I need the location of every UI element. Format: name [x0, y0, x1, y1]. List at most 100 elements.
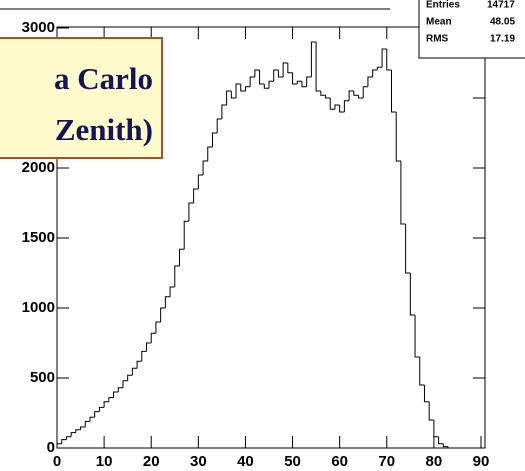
histogram-bin [65, 436, 72, 440]
histogram-bin [438, 436, 444, 445]
histogram-bin [202, 160, 208, 175]
histogram-bin [372, 69, 378, 77]
x-tick-label: 50 [284, 453, 301, 470]
histogram-bin [174, 265, 180, 287]
histogram-bin [339, 105, 345, 113]
x-tick-label: 40 [237, 453, 254, 470]
y-tick-label: 1500 [22, 229, 55, 246]
histogram-bin [94, 411, 100, 418]
histogram-bin [249, 76, 255, 87]
histogram-bin [273, 69, 279, 82]
x-tick-label: 10 [96, 453, 113, 470]
histogram-bin [358, 95, 364, 99]
histogram-bin [122, 380, 128, 388]
histogram-bin [376, 66, 383, 70]
histogram-bin [244, 86, 251, 91]
histogram-bin [193, 188, 199, 203]
histogram-bin [188, 202, 194, 222]
histogram-bin [56, 443, 62, 448]
histogram-bin [277, 70, 284, 78]
histogram-bin [108, 397, 114, 402]
histogram-bin [146, 342, 152, 352]
histogram-bin [150, 332, 156, 343]
histogram-bin [61, 439, 67, 444]
histogram-bin [442, 443, 449, 448]
histogram-bin [405, 224, 411, 274]
histogram-bin [221, 104, 227, 119]
histogram-bin [226, 90, 232, 105]
x-tick-label: 90 [473, 453, 490, 470]
histogram-bin [183, 220, 189, 250]
histogram-bin [216, 118, 222, 133]
x-tick-label: 0 [53, 453, 61, 470]
stat-label: RMS [426, 34, 449, 45]
histogram-bin [282, 62, 288, 77]
y-tick-label: 1000 [22, 299, 55, 316]
histogram-bin [306, 76, 312, 87]
histogram-bin [409, 273, 416, 316]
histogram-bin [292, 72, 298, 85]
histogram-bin [141, 350, 147, 362]
histogram-bin [447, 446, 453, 449]
histogram-bin [315, 42, 321, 92]
histogram-bin [390, 70, 397, 113]
histogram-bin [419, 357, 425, 386]
histogram-bin [296, 80, 302, 84]
histogram-bin [103, 401, 109, 408]
histogram-bin [414, 315, 420, 358]
histogram-bin [381, 48, 387, 68]
x-tick-label: 80 [426, 453, 443, 470]
y-tick-label: 2000 [22, 159, 55, 176]
histogram-bin [98, 406, 105, 412]
histogram-bin [301, 81, 307, 88]
histogram-bin [400, 161, 406, 225]
histogram-bin [263, 84, 269, 89]
y-tick-label: 0 [47, 439, 55, 456]
histogram-bin [127, 374, 133, 381]
histogram-bin [259, 70, 265, 85]
stat-label: Entries [426, 0, 460, 11]
histogram-bin [348, 90, 354, 101]
histogram-bin [433, 420, 439, 438]
histogram-bin [75, 429, 81, 433]
stat-value: 14717 [487, 0, 515, 11]
histogram-bin [240, 84, 246, 92]
histogram-bin [362, 86, 368, 98]
x-tick-label: 30 [190, 453, 207, 470]
histogram-bin [235, 83, 241, 98]
histogram-bin [131, 367, 138, 376]
x-tick-label: 20 [143, 453, 160, 470]
histogram-bin [287, 63, 293, 74]
y-tick-label: 3000 [22, 19, 55, 36]
x-tick-label: 70 [378, 453, 395, 470]
histogram-bin [117, 387, 123, 392]
y-tick-label: 500 [30, 369, 55, 386]
histogram-bin [207, 146, 213, 161]
histogram-bin [343, 100, 350, 112]
stat-value: 17.19 [490, 34, 515, 45]
histogram-bin [310, 41, 317, 77]
histogram-bin [164, 296, 171, 308]
histogram-bin [178, 248, 185, 266]
histogram-bin [320, 91, 326, 96]
histogram-bin [155, 321, 161, 334]
histogram-bin [428, 401, 434, 421]
histogram-bin [254, 69, 260, 77]
histogram-bin [268, 80, 274, 89]
title-line: Zenith) [55, 112, 153, 147]
histogram-bin [230, 91, 237, 99]
histogram-bin [160, 307, 166, 322]
histogram-bin [89, 416, 95, 422]
histogram-bin [423, 385, 430, 403]
histogram-bin [386, 49, 392, 71]
histogram-bin [136, 360, 142, 369]
histogram-bin [84, 420, 90, 427]
stat-label: Mean [426, 17, 452, 28]
histogram-bin [329, 98, 335, 110]
histogram-bin [334, 104, 340, 110]
histogram-bin [367, 76, 373, 87]
histogram-bin [80, 426, 86, 430]
x-tick-label: 60 [331, 453, 348, 470]
title-box [0, 37, 163, 159]
histogram-bin [113, 391, 119, 398]
